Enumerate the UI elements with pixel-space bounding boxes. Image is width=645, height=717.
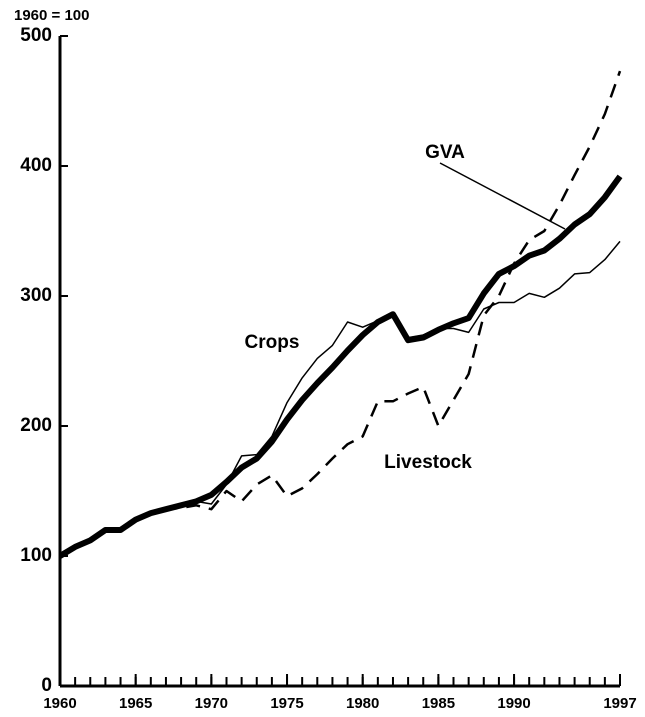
- series-annotation: GVA: [425, 142, 465, 163]
- x-tick-label: 1997: [603, 695, 636, 712]
- y-axis-label: 1960 = 100: [14, 7, 90, 24]
- series-line: [59, 70, 622, 558]
- y-tick-label: 500: [20, 25, 52, 46]
- x-tick-label: 1990: [497, 695, 530, 712]
- y-tick-label: 0: [41, 675, 52, 696]
- series-annotation: Livestock: [384, 452, 472, 473]
- x-tick-label: 1980: [346, 695, 379, 712]
- x-tick-label: 1970: [195, 695, 228, 712]
- series-annotation: Crops: [245, 332, 300, 353]
- series-line: [59, 240, 621, 557]
- y-tick-label: 400: [20, 155, 52, 176]
- y-tick-label: 300: [20, 285, 52, 306]
- x-tick-label: 1985: [422, 695, 455, 712]
- series-line: [58, 174, 623, 559]
- x-tick-label: 1965: [119, 695, 152, 712]
- x-tick-label: 1975: [270, 695, 303, 712]
- x-tick-label: 1960: [43, 695, 76, 712]
- y-tick-label: 100: [20, 545, 52, 566]
- annotation-leader: [439, 162, 566, 230]
- y-tick-label: 200: [20, 415, 52, 436]
